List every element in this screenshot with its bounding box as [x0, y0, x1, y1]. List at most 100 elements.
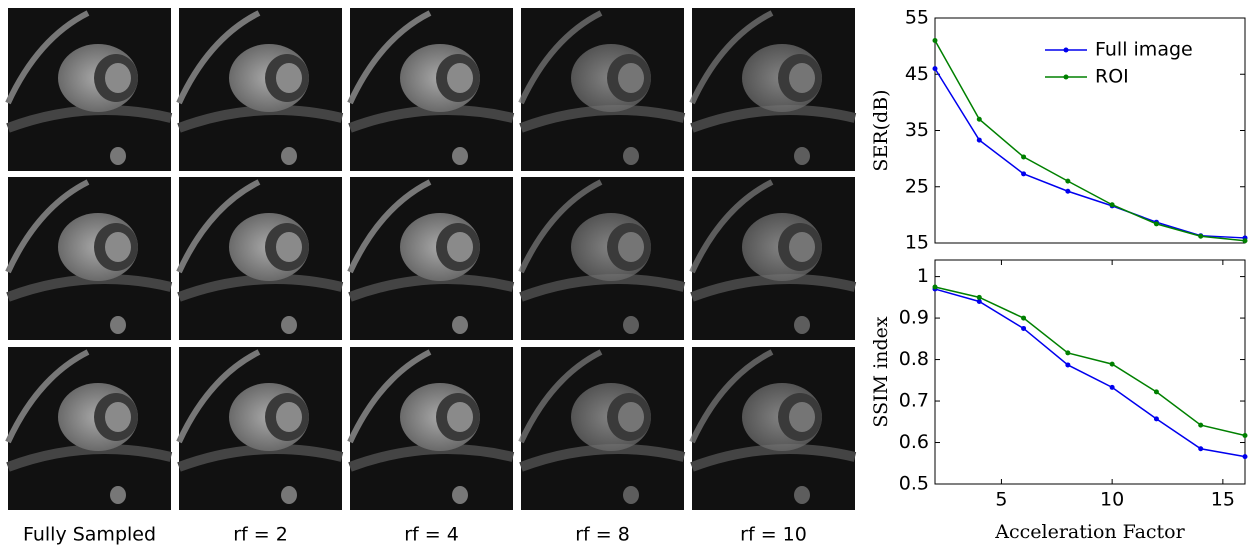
- data-point: [976, 294, 982, 300]
- vessel: [794, 486, 810, 504]
- mri-image: [347, 8, 515, 171]
- cavity: [618, 402, 644, 432]
- vessel: [452, 147, 468, 165]
- data-point: [1153, 389, 1159, 395]
- data-point: [1065, 178, 1071, 184]
- vessel: [281, 147, 297, 165]
- plot-frame: [934, 17, 1246, 244]
- y-axis-label: SER(dB): [870, 89, 892, 171]
- x-tick-label: 10: [1100, 489, 1124, 511]
- mri-image: [176, 347, 344, 510]
- chest-wall: [347, 349, 432, 444]
- chest-wall: [689, 10, 774, 105]
- chest-wall: [5, 349, 90, 444]
- column-label: rf = 10: [740, 524, 807, 546]
- series-line: [934, 286, 1246, 437]
- mri-image: [518, 177, 686, 340]
- mri-image: [518, 347, 686, 510]
- data-point: [1109, 202, 1115, 208]
- vessel: [110, 316, 126, 334]
- data-point: [1153, 221, 1159, 227]
- y-tick-label: 0.6: [899, 431, 929, 453]
- y-tick-label: 35: [905, 119, 929, 141]
- data-point: [932, 66, 938, 72]
- data-point: [932, 284, 938, 290]
- plot-frame: [934, 259, 1246, 485]
- series-line: [934, 288, 1246, 458]
- data-point: [1065, 362, 1071, 368]
- column-label: Fully Sampled: [23, 524, 156, 546]
- y-axis-label: SSIM index: [870, 316, 892, 427]
- vessel: [452, 486, 468, 504]
- column-label: rf = 4: [404, 524, 459, 546]
- mri-image: [5, 177, 173, 340]
- vessel: [110, 486, 126, 504]
- vessel: [281, 316, 297, 334]
- cavity: [276, 232, 302, 262]
- chest-wall: [689, 179, 774, 274]
- data-point: [1109, 384, 1115, 390]
- chest-wall: [176, 349, 261, 444]
- vessel: [794, 147, 810, 165]
- data-point: [1242, 432, 1248, 438]
- vessel: [623, 316, 639, 334]
- cavity: [105, 63, 131, 93]
- data-point: [976, 298, 982, 304]
- chest-wall: [176, 10, 261, 105]
- mri-image: [518, 8, 686, 171]
- chest-wall: [347, 179, 432, 274]
- legend-label: Full image: [1095, 39, 1193, 61]
- y-tick-label: 0.9: [899, 307, 929, 329]
- cavity: [105, 232, 131, 262]
- data-point: [976, 116, 982, 122]
- legend-label: ROI: [1095, 66, 1129, 88]
- cavity: [276, 402, 302, 432]
- chest-wall: [518, 179, 603, 274]
- mri-image: [5, 347, 173, 510]
- cavity: [789, 232, 815, 262]
- data-point: [1198, 422, 1204, 428]
- cavity: [447, 232, 473, 262]
- data-point: [1065, 188, 1071, 194]
- data-point: [1109, 361, 1115, 367]
- chest-wall: [5, 10, 90, 105]
- vessel: [281, 486, 297, 504]
- chest-wall: [518, 349, 603, 444]
- cavity: [105, 402, 131, 432]
- mri-image: [347, 177, 515, 340]
- mri-image: [689, 8, 857, 171]
- cavity: [447, 402, 473, 432]
- data-point: [1021, 315, 1027, 321]
- chest-wall: [176, 179, 261, 274]
- vessel: [623, 147, 639, 165]
- vessel: [110, 147, 126, 165]
- data-point: [1065, 350, 1071, 356]
- cavity: [789, 63, 815, 93]
- cavity: [276, 63, 302, 93]
- mri-image: [689, 347, 857, 510]
- y-tick-label: 1: [917, 265, 929, 287]
- chest-wall: [347, 10, 432, 105]
- data-point: [1021, 154, 1027, 160]
- mri-image: [347, 347, 515, 510]
- legend-marker: [1063, 74, 1069, 80]
- chest-wall: [518, 10, 603, 105]
- mri-image: [5, 8, 173, 171]
- series-line: [934, 40, 1246, 242]
- line-chart: 15 25 35 45 55 SER(dB) Full image ROI: [870, 7, 1248, 254]
- data-point: [1242, 454, 1248, 460]
- cavity: [618, 63, 644, 93]
- legend-marker: [1063, 47, 1069, 53]
- x-axis-label: Acceleration Factor: [994, 521, 1185, 543]
- vessel: [623, 486, 639, 504]
- mri-image: [689, 177, 857, 340]
- data-point: [1021, 325, 1027, 331]
- data-point: [1242, 238, 1248, 244]
- data-point: [1153, 416, 1159, 422]
- data-point: [976, 137, 982, 143]
- image-grid: Fully Sampled rf = 2 rf = 4 rf = 8 rf = 10: [5, 8, 857, 546]
- data-point: [932, 38, 938, 43]
- data-point: [1198, 233, 1204, 239]
